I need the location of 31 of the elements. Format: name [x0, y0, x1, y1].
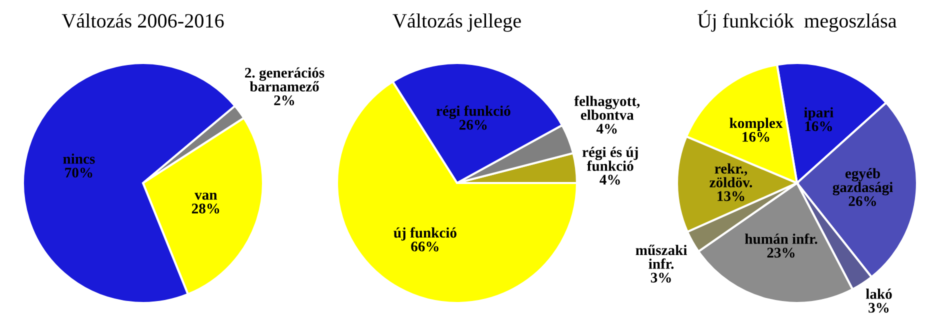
slice-label: nincs — [63, 154, 95, 164]
data-label: 28% — [192, 204, 220, 214]
data-label: 16% — [742, 132, 770, 142]
slice-label: új funkció — [394, 227, 456, 241]
chart-title: Változás jellege — [392, 13, 521, 32]
slice-label: egyéb gazdasági — [832, 168, 893, 196]
data-label: 4% — [600, 174, 620, 185]
data-label: 3% — [650, 272, 671, 283]
slice-label: felhagyott, elbontva — [574, 96, 640, 120]
data-label: 13% — [718, 191, 744, 202]
data-label: 2% — [274, 95, 294, 106]
slice-label: régi funkció — [436, 105, 510, 119]
chart-title: Új funkciók megoszlása — [698, 10, 897, 32]
data-label: 16% — [805, 121, 832, 132]
data-label: 70% — [65, 168, 92, 178]
data-label: 26% — [459, 120, 487, 130]
slice-label: rekr., zöldöv. — [710, 163, 752, 188]
slice-label: műszaki infr. — [636, 244, 688, 269]
slice-label: régi és új funkció — [582, 146, 638, 171]
slice-label: humán infr. — [745, 233, 818, 244]
slice-label: van — [194, 192, 218, 200]
data-label: 3% — [868, 302, 889, 313]
chart-title: Változás 2006-2016 — [62, 13, 224, 28]
slice-label: komplex — [730, 118, 783, 132]
slice-label: lakó — [866, 288, 892, 299]
slice-label: ipari — [804, 107, 834, 120]
slice-label: 2. generációs barnamező — [245, 67, 324, 92]
data-label: 23% — [767, 248, 794, 258]
data-label: 4% — [596, 124, 617, 134]
data-label: 66% — [411, 242, 438, 252]
data-label: 26% — [848, 196, 876, 206]
